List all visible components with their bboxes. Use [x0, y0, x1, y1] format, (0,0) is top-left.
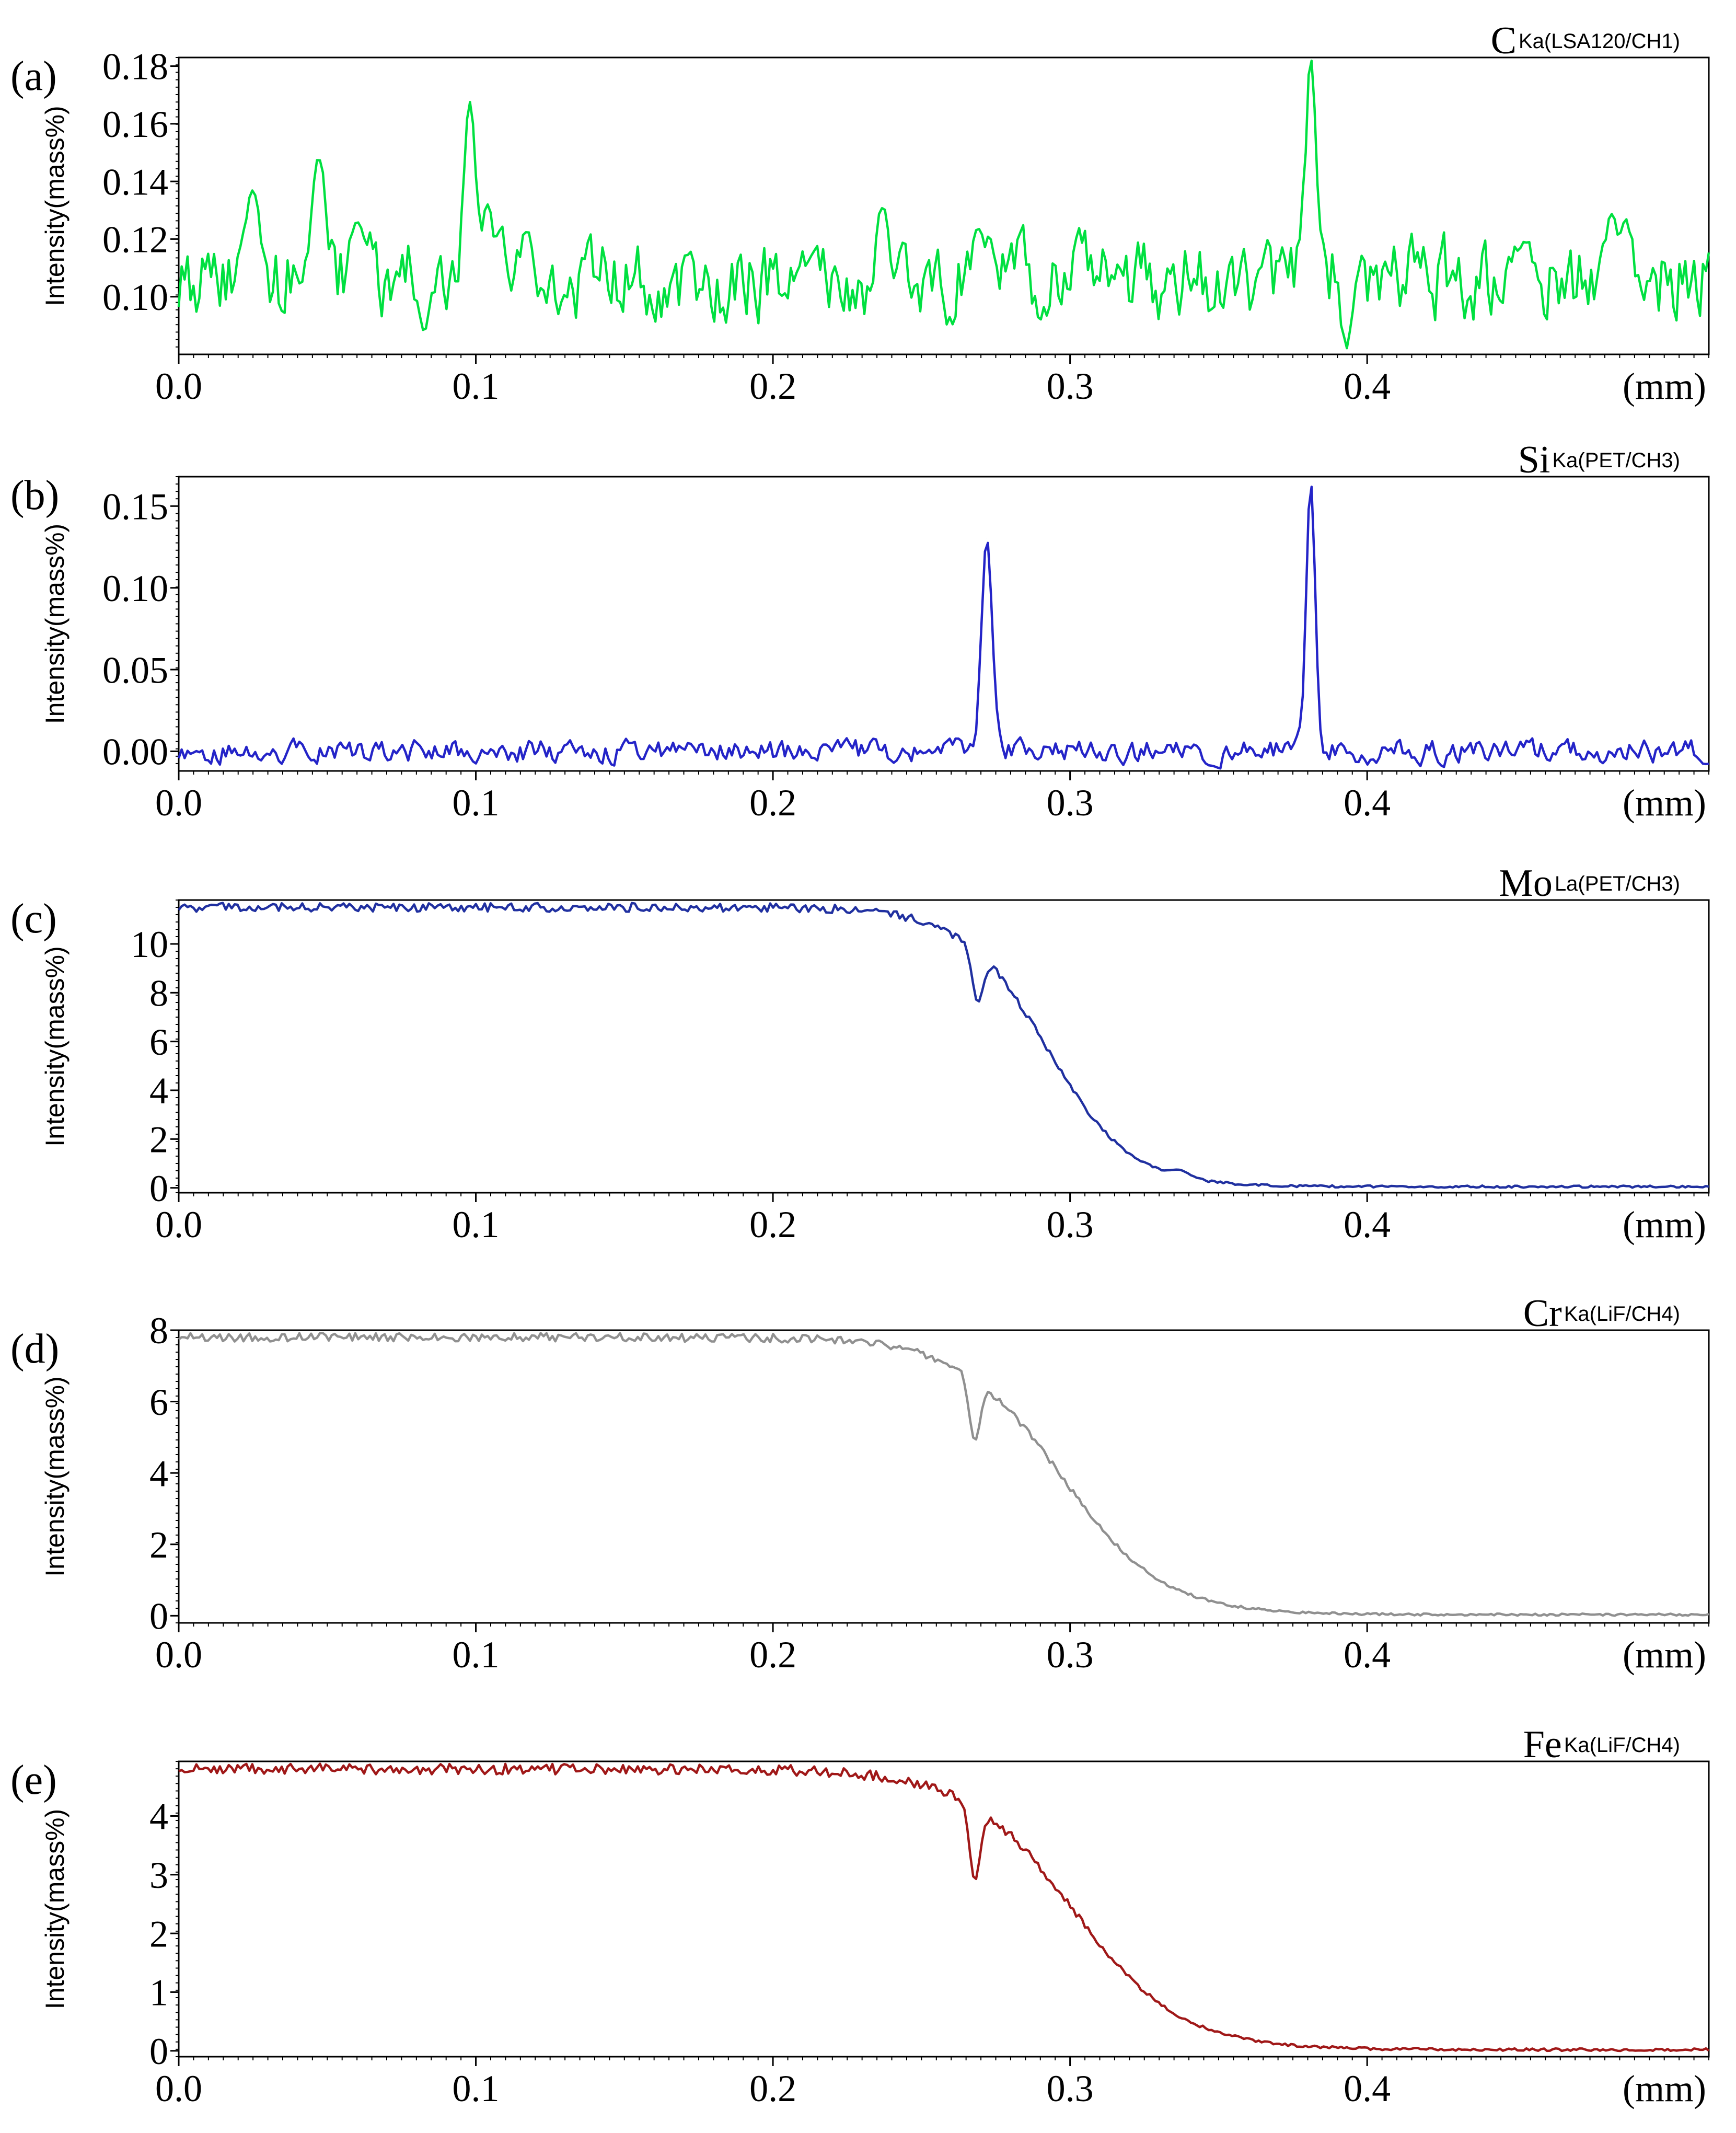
y-tick-label: 0.14: [102, 161, 168, 203]
element-symbol: Cr: [1523, 1292, 1562, 1335]
y-tick-label: 0.10: [102, 276, 168, 318]
x-tick-label: 0.2: [749, 1634, 796, 1676]
y-tick-label: 8: [149, 973, 168, 1014]
series-line-c: [177, 60, 1710, 350]
y-tick-label: 8: [149, 1310, 168, 1352]
y-tick-label: 2: [149, 1119, 168, 1161]
element-line: Ka(LiF/CH4): [1564, 1302, 1680, 1325]
x-tick-label: 0.0: [155, 1634, 202, 1676]
x-unit-label: (mm): [1623, 365, 1706, 407]
x-tick-label: 0.0: [155, 2068, 202, 2109]
element-line: Ka(PET/CH3): [1553, 449, 1681, 472]
y-tick-label: 0.05: [102, 649, 168, 691]
element-symbol: Fe: [1523, 1723, 1562, 1766]
x-tick-label: 0.1: [453, 365, 500, 407]
panel-e: 0 1 2 3 4 0.0 0.1 0.2 0.3 0.4 (mm) (e) Intensity(mas…: [10, 1723, 1710, 2109]
element-title: Fe Ka(LiF/CH4): [1523, 1723, 1680, 1766]
element-line: Ka(LiF/CH4): [1564, 1734, 1680, 1757]
panel-label: (e): [10, 1757, 57, 1803]
y-tick-label: 0: [149, 1168, 168, 1209]
panel-label: (a): [10, 53, 57, 99]
y-axis-label: Intensity(mass%): [40, 1376, 70, 1576]
panel-a: 0.10 0.12 0.14 0.16 0.18 0.0 0.1 0.2 0.3 0.4 (mm) (…: [10, 19, 1710, 407]
y-axis-label: Intensity(mass%): [40, 106, 70, 306]
y-tick-label: 0.15: [102, 486, 168, 528]
x-unit-label: (mm): [1623, 2068, 1706, 2109]
x-tick-label: 0.2: [749, 365, 796, 407]
y-tick-label: 0: [149, 2031, 168, 2072]
y-tick-label: 2: [149, 1524, 168, 1566]
y-axis-label: Intensity(mass%): [40, 1809, 70, 2009]
x-tick-label: 0.4: [1344, 365, 1391, 407]
y-tick-label: 0.10: [102, 568, 168, 609]
y-tick-label: 4: [149, 1452, 168, 1494]
plot-frame: [178, 1760, 1710, 2058]
y-tick-label: 0.16: [102, 103, 168, 145]
x-tick-label: 0.0: [155, 365, 202, 407]
panel-c: 0 2 4 6 8 10 0.0 0.1 0.2 0.3 0.4 (mm) (c) Intensity(m…: [10, 862, 1710, 1246]
x-tick-label: 0.3: [1047, 365, 1094, 407]
x-unit-label: (mm): [1623, 1204, 1706, 1246]
y-tick-label: 0.18: [102, 46, 168, 88]
x-unit-label: (mm): [1623, 1634, 1706, 1676]
y-tick-label: 10: [131, 924, 168, 965]
y-tick-label: 6: [149, 1021, 168, 1063]
panel-label: (c): [10, 896, 57, 942]
x-tick-label: 0.3: [1047, 782, 1094, 824]
series-line-cr: [178, 1332, 1709, 1617]
element-line: La(PET/CH3): [1555, 872, 1680, 895]
y-tick-label: 0: [149, 1596, 168, 1638]
panel-b: 0.00 0.05 0.10 0.15 0.0 0.1 0.2 0.3 0.4 (mm) (b) In…: [10, 439, 1710, 824]
y-tick-label: 0.00: [102, 731, 168, 773]
plot-frame: [178, 899, 1710, 1194]
y-axis-label: Intensity(mass%): [40, 524, 70, 724]
y-tick-label: 4: [149, 1796, 168, 1838]
y-tick-label: 6: [149, 1381, 168, 1423]
y-tick-label: 3: [149, 1854, 168, 1896]
element-symbol: C: [1491, 19, 1517, 62]
x-tick-label: 0.0: [155, 1204, 202, 1246]
x-tick-label: 0.2: [749, 782, 796, 824]
x-tick-label: 0.1: [453, 782, 500, 824]
y-axis-label: Intensity(mass%): [40, 946, 70, 1146]
panel-d: 0 2 4 6 8 0.0 0.1 0.2 0.3 0.4 (mm) (d) Intensity(mas…: [10, 1292, 1710, 1676]
element-symbol: Si: [1518, 439, 1550, 481]
plot-frame: [178, 1329, 1710, 1624]
x-tick-label: 0.4: [1344, 782, 1391, 824]
y-tick-label: 4: [149, 1070, 168, 1112]
element-title: C Ka(LSA120/CH1): [1491, 19, 1680, 62]
x-tick-label: 0.4: [1344, 1204, 1391, 1246]
series-line-fe: [178, 1762, 1710, 2053]
series-line-si: [177, 486, 1709, 770]
y-tick-label: 0.12: [102, 219, 168, 261]
x-tick-label: 0.1: [453, 1634, 500, 1676]
x-tick-label: 0.4: [1344, 1634, 1391, 1676]
plot-frame: [178, 476, 1710, 772]
x-tick-label: 0.2: [749, 1204, 796, 1246]
x-tick-label: 0.1: [453, 2068, 500, 2109]
element-title: Mo La(PET/CH3): [1499, 862, 1680, 905]
panel-label: (b): [10, 472, 59, 518]
y-tick-label: 2: [149, 1913, 168, 1955]
x-tick-label: 0.1: [453, 1204, 500, 1246]
x-tick-label: 0.3: [1047, 1204, 1094, 1246]
element-title: Si Ka(PET/CH3): [1518, 439, 1680, 481]
panel-label: (d): [10, 1326, 59, 1372]
x-unit-label: (mm): [1623, 782, 1706, 824]
element-title: Cr Ka(LiF/CH4): [1523, 1292, 1680, 1335]
element-symbol: Mo: [1499, 862, 1553, 905]
x-tick-label: 0.3: [1047, 2068, 1094, 2109]
element-line: Ka(LSA120/CH1): [1519, 30, 1680, 53]
x-tick-label: 0.0: [155, 782, 202, 824]
series-line-mo: [178, 902, 1709, 1189]
x-tick-label: 0.3: [1047, 1634, 1094, 1676]
x-tick-label: 0.2: [749, 2068, 796, 2109]
y-tick-label: 1: [149, 1972, 168, 2014]
x-tick-label: 0.4: [1344, 2068, 1391, 2109]
